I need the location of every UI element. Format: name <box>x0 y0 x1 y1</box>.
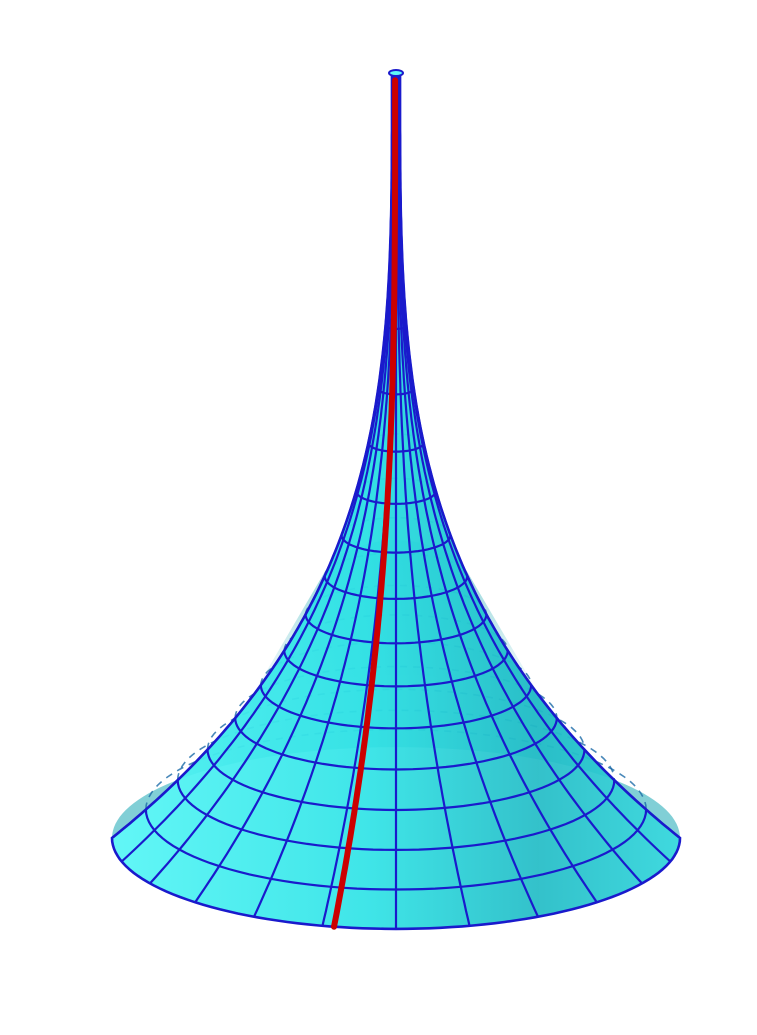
hidden-parallel-line <box>176 709 616 781</box>
surface-outline <box>110 71 682 931</box>
surface-tip <box>388 69 404 77</box>
highlighted-meridian-curve <box>331 77 399 930</box>
